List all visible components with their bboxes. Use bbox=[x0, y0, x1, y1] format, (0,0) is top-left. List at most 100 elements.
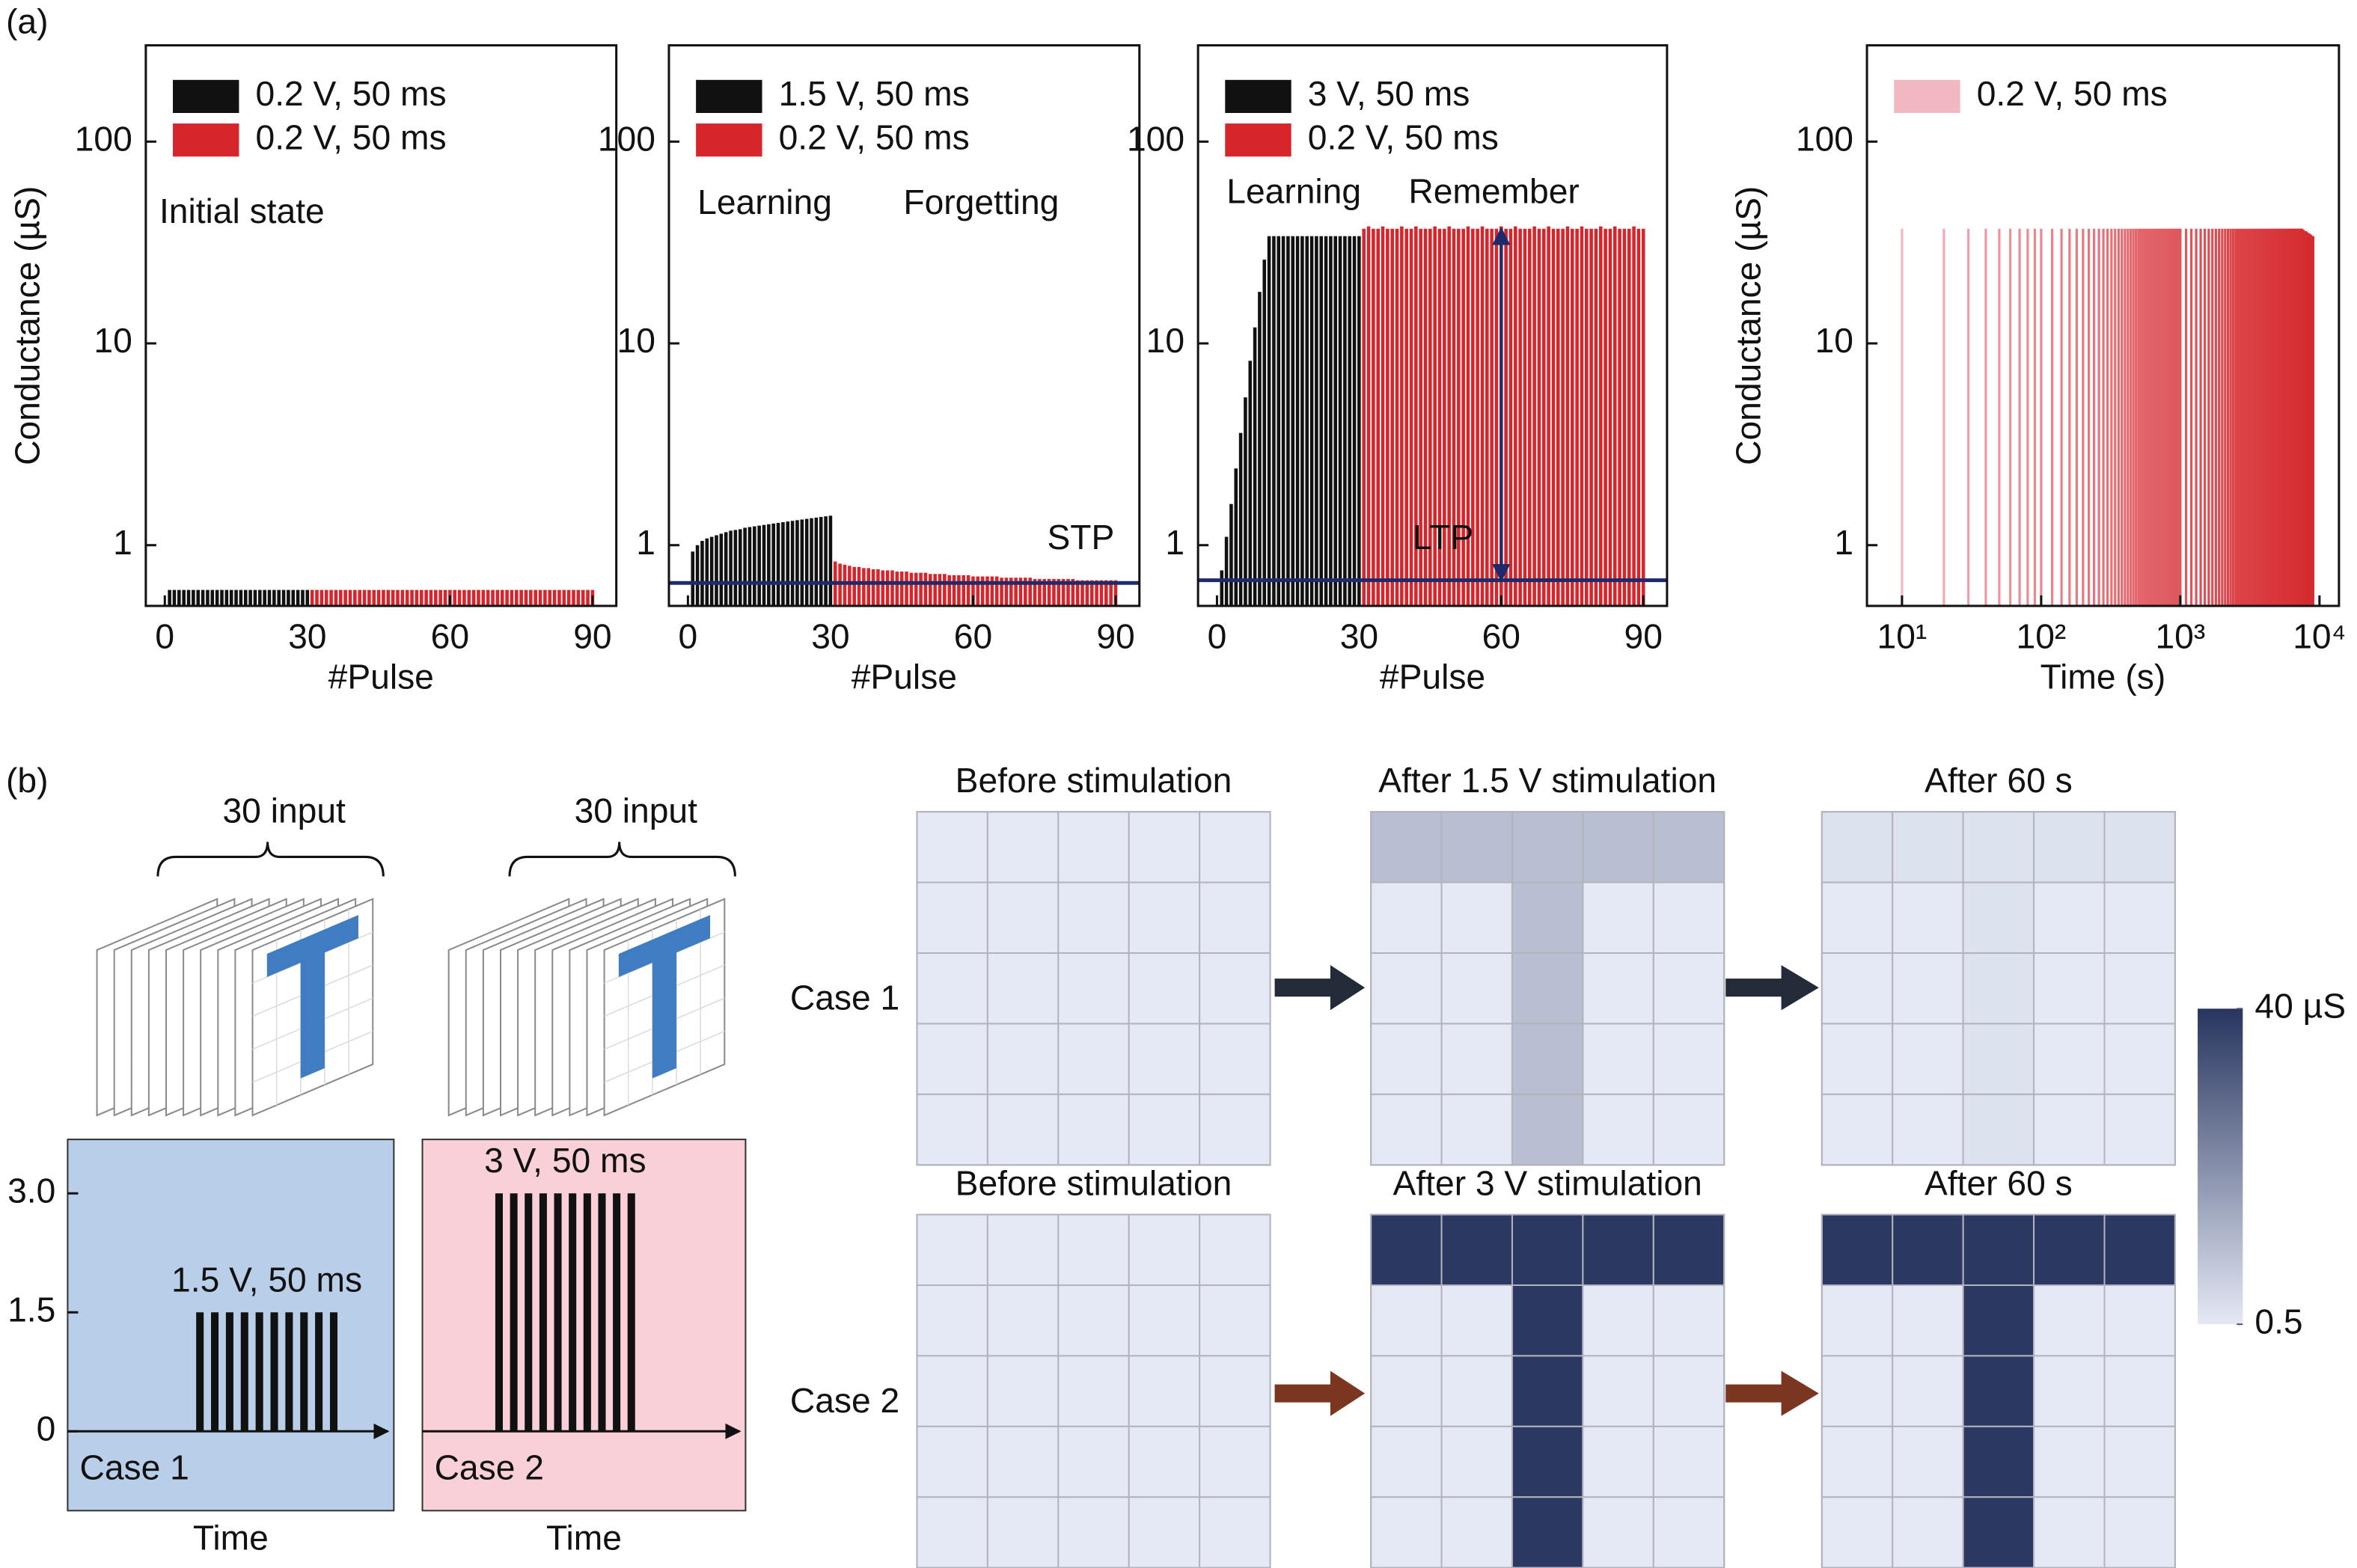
heatmap-cell bbox=[986, 1213, 1060, 1286]
heatmap-cell bbox=[1892, 1355, 1964, 1427]
bar bbox=[1272, 236, 1276, 606]
heatmap-cell bbox=[1821, 1425, 1894, 1498]
heatmap-cell bbox=[1199, 1355, 1271, 1427]
bar bbox=[263, 589, 266, 606]
bar bbox=[538, 589, 542, 606]
bar bbox=[510, 589, 514, 606]
heatmap-border bbox=[1821, 811, 2176, 1166]
bar bbox=[862, 568, 866, 606]
bar bbox=[866, 568, 871, 606]
frame-stack bbox=[96, 898, 374, 1117]
heatmap-cell bbox=[1511, 1213, 1584, 1286]
bar bbox=[881, 570, 885, 606]
heatmap-cell bbox=[2103, 1093, 2176, 1166]
heatmap-cell bbox=[1057, 881, 1130, 955]
x-tick-label: 0 bbox=[155, 616, 174, 655]
bar bbox=[552, 589, 557, 606]
heatmap-cell bbox=[1057, 1023, 1130, 1095]
bar bbox=[1419, 228, 1422, 606]
heatmap-cell bbox=[1511, 1023, 1584, 1095]
bar bbox=[229, 589, 233, 606]
bar bbox=[382, 589, 385, 606]
heatmap-cell bbox=[2033, 881, 2106, 955]
bar bbox=[453, 589, 456, 606]
bar bbox=[1565, 226, 1570, 606]
heatmap-cell bbox=[1057, 811, 1130, 883]
heatmap-cell bbox=[986, 1023, 1060, 1095]
heatmap-title: Before stimulation bbox=[956, 1164, 1232, 1203]
bar bbox=[434, 589, 438, 606]
bar bbox=[1641, 228, 1645, 606]
pulse-bar bbox=[569, 1193, 577, 1432]
heatmap-cell bbox=[1821, 952, 1894, 1025]
bar bbox=[848, 566, 852, 606]
plot-frame bbox=[1196, 44, 1669, 607]
bar bbox=[239, 589, 243, 606]
y-tick-label: 3.0 bbox=[7, 1171, 55, 1210]
heatmap-cell bbox=[1440, 881, 1513, 955]
heatmap-cell bbox=[1821, 1213, 1894, 1286]
pulse-bar bbox=[598, 1193, 606, 1432]
bar bbox=[1009, 578, 1013, 606]
x-tick-label: 30 bbox=[1340, 616, 1378, 655]
bar bbox=[905, 572, 908, 606]
heatmap-cell bbox=[986, 881, 1060, 955]
bar bbox=[938, 574, 942, 606]
heatmap-cell bbox=[1821, 1093, 1894, 1166]
case-label: Case 1 bbox=[79, 1448, 189, 1486]
heatmap-cell bbox=[916, 1284, 988, 1357]
colorbar-tick-label: 40 µS bbox=[2254, 987, 2346, 1026]
bar bbox=[1238, 432, 1243, 606]
bar bbox=[210, 589, 215, 606]
x-tick-label: 10⁴ bbox=[2293, 616, 2346, 655]
heatmap-cell bbox=[2033, 1213, 2106, 1286]
bar bbox=[438, 589, 442, 606]
x-tick-label: 90 bbox=[1624, 616, 1663, 655]
heatmap-cell bbox=[986, 1093, 1060, 1166]
bar bbox=[715, 535, 718, 606]
bar bbox=[957, 575, 961, 606]
bar bbox=[1386, 228, 1390, 606]
heatmap-cell bbox=[1652, 952, 1725, 1025]
bar bbox=[771, 523, 775, 606]
x-tick-label: 10³ bbox=[2156, 616, 2206, 655]
heatmap-cell bbox=[1821, 1284, 1894, 1357]
bar bbox=[495, 589, 500, 606]
bar bbox=[534, 589, 537, 606]
bar bbox=[1220, 570, 1224, 606]
bar bbox=[386, 589, 391, 606]
bar bbox=[548, 589, 552, 606]
heatmap-cell bbox=[1057, 1355, 1130, 1427]
heatmap-cell bbox=[1652, 1093, 1725, 1166]
heatmap-cell bbox=[1582, 1093, 1654, 1166]
heatmap-cell bbox=[1821, 1023, 1894, 1095]
bar bbox=[281, 589, 286, 606]
bar bbox=[500, 589, 504, 606]
bar bbox=[933, 574, 937, 606]
heatmap-cell bbox=[2103, 952, 2176, 1025]
heatmap-cell bbox=[986, 952, 1060, 1025]
bar bbox=[172, 589, 177, 606]
bar bbox=[719, 533, 724, 606]
heatmap-cell bbox=[1962, 1023, 2035, 1095]
bar bbox=[1042, 578, 1047, 606]
bar bbox=[1357, 236, 1361, 606]
heatmap-cell bbox=[1511, 1355, 1584, 1427]
y-tick-label: 1 bbox=[636, 523, 655, 562]
y-tick-label: 100 bbox=[598, 120, 655, 159]
bar bbox=[733, 530, 738, 606]
legend-label: 3 V, 50 ms bbox=[1308, 74, 1470, 113]
heatmap-cell bbox=[1652, 881, 1725, 955]
bar bbox=[186, 589, 191, 606]
bar bbox=[1542, 228, 1546, 606]
heatmap-cell bbox=[986, 1355, 1060, 1427]
row-label: Case 1 bbox=[790, 978, 899, 1017]
heatmap-cell bbox=[1962, 1213, 2035, 1286]
bar bbox=[1258, 292, 1262, 606]
bar bbox=[890, 570, 894, 606]
bar bbox=[876, 569, 880, 606]
heatmap-cell bbox=[1440, 811, 1513, 883]
bar bbox=[1057, 578, 1061, 606]
bar bbox=[1480, 226, 1485, 606]
heatmap-cell bbox=[1821, 1355, 1894, 1427]
